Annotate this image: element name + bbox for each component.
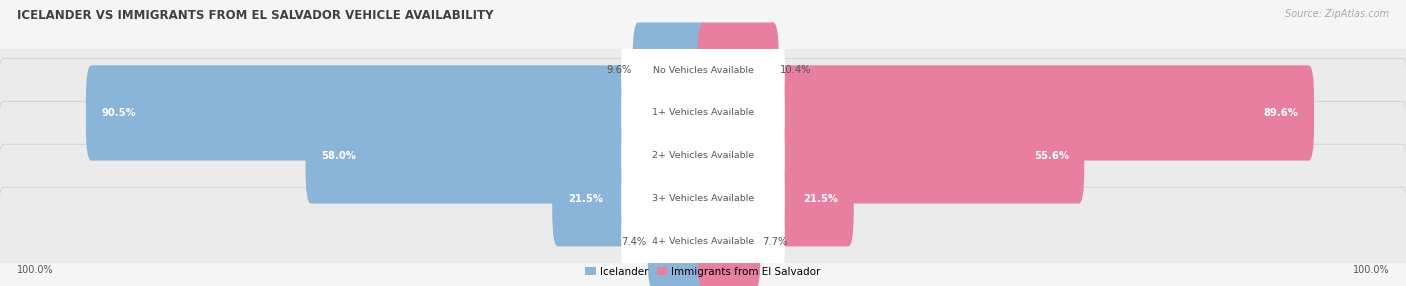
FancyBboxPatch shape [86,65,709,161]
FancyBboxPatch shape [621,121,785,190]
FancyBboxPatch shape [0,187,1406,286]
FancyBboxPatch shape [621,164,785,233]
FancyBboxPatch shape [697,23,779,118]
FancyBboxPatch shape [648,194,709,286]
FancyBboxPatch shape [621,35,785,105]
Text: 100.0%: 100.0% [1353,265,1389,275]
FancyBboxPatch shape [633,23,709,118]
FancyBboxPatch shape [305,108,709,204]
Text: 21.5%: 21.5% [803,194,838,204]
Text: 21.5%: 21.5% [568,194,603,204]
Text: Source: ZipAtlas.com: Source: ZipAtlas.com [1285,9,1389,19]
Text: 4+ Vehicles Available: 4+ Vehicles Available [652,237,754,246]
Text: 89.6%: 89.6% [1264,108,1299,118]
Text: 9.6%: 9.6% [606,65,631,75]
Text: No Vehicles Available: No Vehicles Available [652,65,754,75]
FancyBboxPatch shape [0,15,1406,124]
Text: 2+ Vehicles Available: 2+ Vehicles Available [652,151,754,160]
Text: 90.5%: 90.5% [101,108,136,118]
Text: 55.6%: 55.6% [1033,151,1069,161]
FancyBboxPatch shape [697,108,1084,204]
FancyBboxPatch shape [697,194,761,286]
FancyBboxPatch shape [553,151,709,247]
Text: ICELANDER VS IMMIGRANTS FROM EL SALVADOR VEHICLE AVAILABILITY: ICELANDER VS IMMIGRANTS FROM EL SALVADOR… [17,9,494,21]
Text: 58.0%: 58.0% [321,151,356,161]
Text: 3+ Vehicles Available: 3+ Vehicles Available [652,194,754,203]
FancyBboxPatch shape [697,65,1315,161]
FancyBboxPatch shape [0,102,1406,210]
FancyBboxPatch shape [621,207,785,276]
FancyBboxPatch shape [0,58,1406,167]
Text: 100.0%: 100.0% [17,265,53,275]
Legend: Icelander, Immigrants from El Salvador: Icelander, Immigrants from El Salvador [581,263,825,281]
FancyBboxPatch shape [697,151,853,247]
Text: 7.4%: 7.4% [621,237,647,247]
Text: 10.4%: 10.4% [780,65,811,75]
Text: 1+ Vehicles Available: 1+ Vehicles Available [652,108,754,118]
FancyBboxPatch shape [0,144,1406,253]
Text: 7.7%: 7.7% [762,237,787,247]
FancyBboxPatch shape [621,78,785,148]
